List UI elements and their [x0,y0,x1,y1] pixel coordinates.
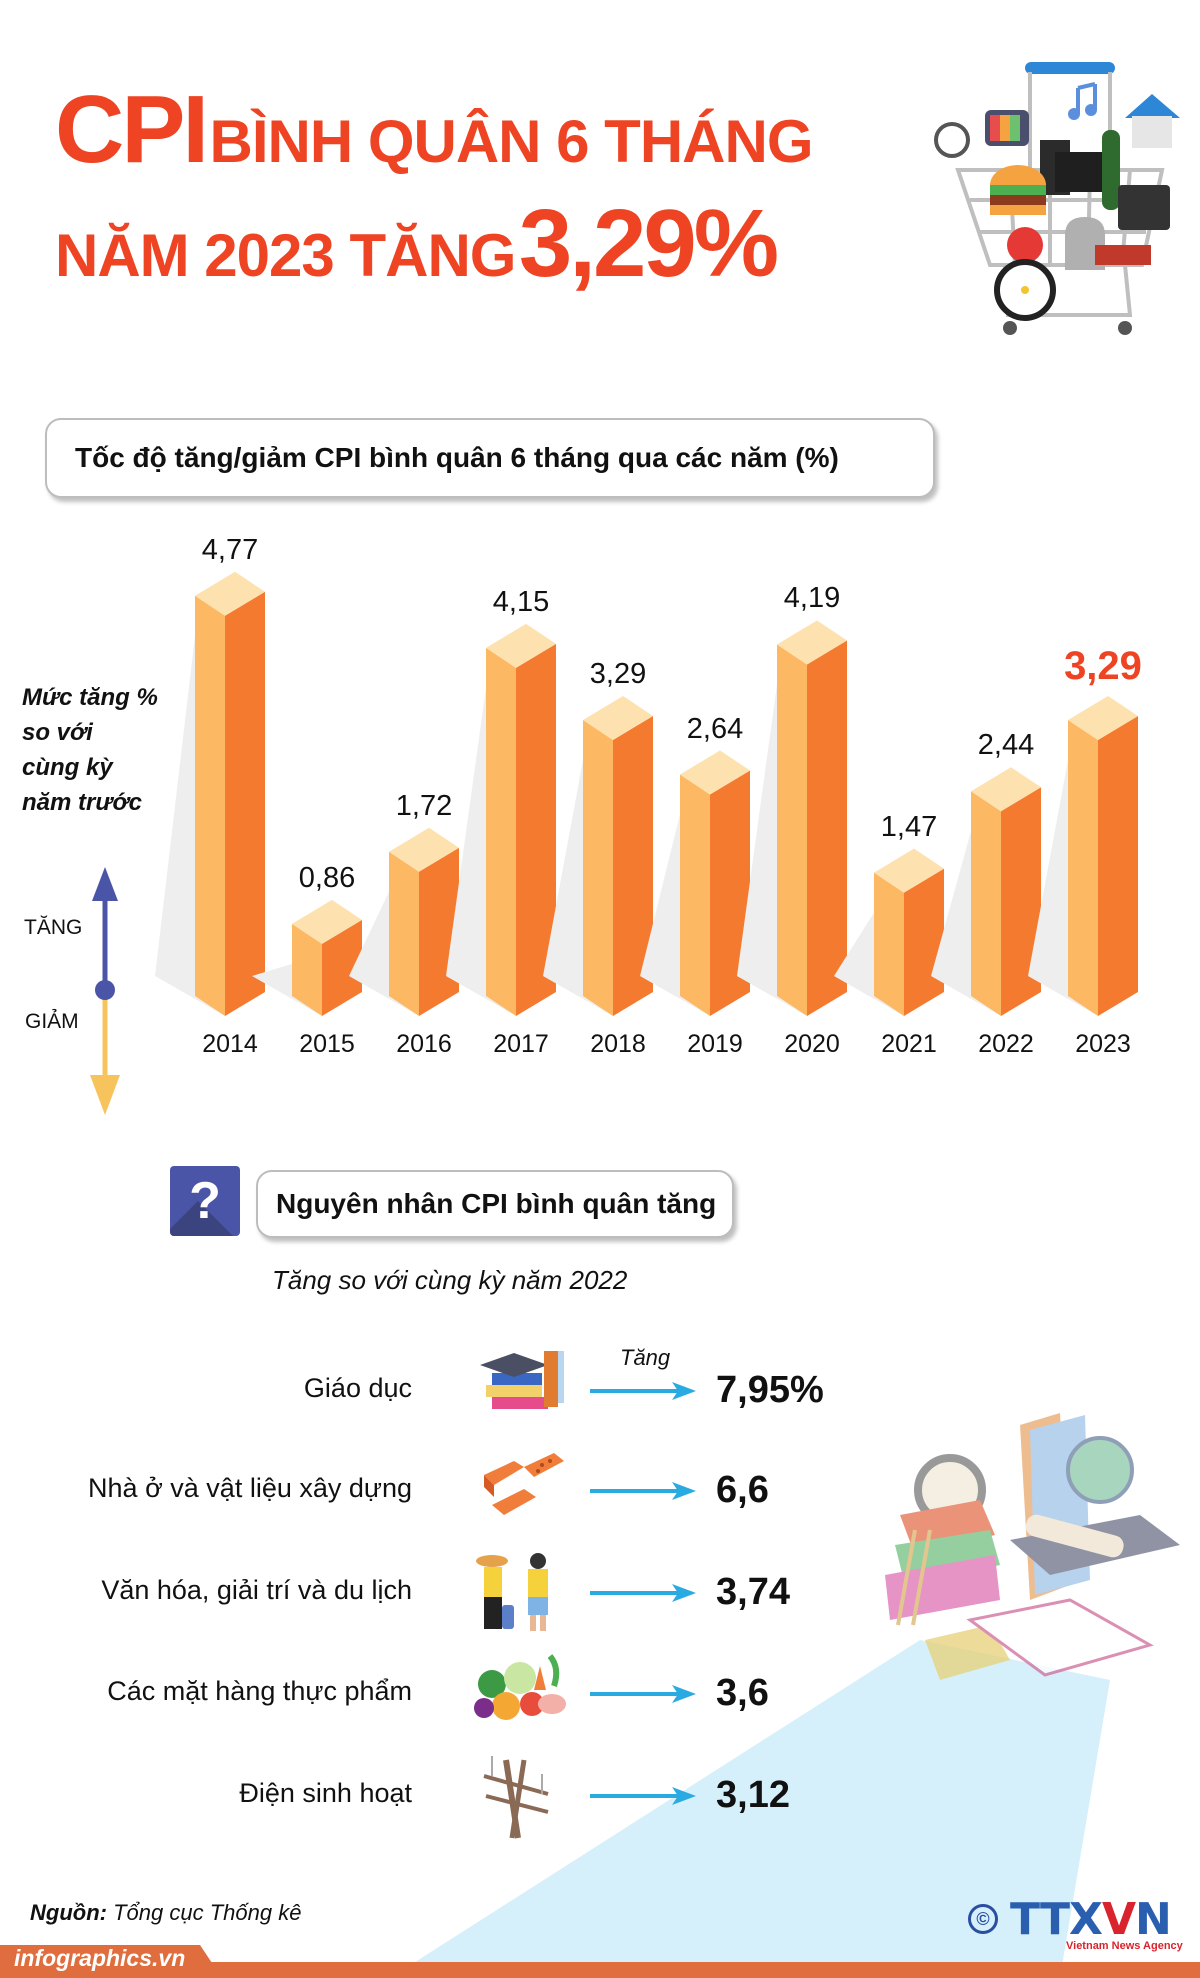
brand-tagline: Vietnam News Agency [1066,1940,1183,1952]
bar-2015 [252,899,362,1016]
cause-row: Giáo dục 7,95% Tăng [0,1345,900,1435]
cause-value: 6,6 [716,1469,769,1511]
bar-year-label: 2018 [590,1030,646,1058]
bar-chart [155,571,1138,1016]
tourists-icon [476,1553,548,1631]
arrow-label: Tăng [620,1345,671,1370]
bar-year-label: 2016 [396,1030,452,1058]
bar-value-label: 1,47 [880,810,938,843]
bar-2014 [155,571,265,1016]
cause-label: Giáo dục [303,1373,412,1403]
bar-2023 [1028,695,1138,1016]
bar-value-label: 2,64 [686,712,744,745]
bar-year-label: 2021 [881,1030,937,1058]
cause-value: 3,74 [716,1571,790,1613]
source-note: Nguồn: Tổng cục Thống kê [30,1900,301,1926]
legend-line: năm trước [22,789,142,816]
title-part1: BÌNH QUÂN 6 THÁNG [209,108,813,175]
bar-year-label: 2022 [978,1030,1034,1058]
shopping-cart-icon [934,62,1180,335]
bar-year-label: 2014 [202,1030,258,1058]
cause-value: 7,95% [716,1369,824,1411]
bar-2022 [931,767,1041,1016]
up-label: TĂNG [24,916,83,939]
site-link[interactable]: infographics.vn [14,1945,186,1971]
cause-label: Nhà ở và vật liệu xây dựng [88,1473,412,1503]
bar-year-label: 2023 [1075,1030,1131,1058]
bar-value-label: 4,19 [783,582,841,615]
cause-row: Các mặt hàng thực phẩm 3,6 [0,1648,900,1738]
causes-title-box: Nguyên nhân CPI bình quân tăng [256,1170,734,1238]
arrow-right-icon [590,1787,696,1805]
title-cpi: CPI [55,76,209,183]
education-illustration [885,1413,1180,1680]
source-label: Nguồn: [30,1900,107,1925]
bar-2018 [543,695,653,1016]
bar-year-label: 2020 [784,1030,840,1058]
education-books-icon [480,1351,564,1409]
causes-subtitle: Tăng so với cùng kỳ năm 2022 [272,1265,628,1295]
vegetables-icon [474,1654,566,1720]
arrow-right-icon [590,1584,696,1602]
causes-title: Nguyên nhân CPI bình quân tăng [276,1188,717,1219]
cause-label: Điện sinh hoạt [239,1778,412,1808]
bar-value-label: 3,29 [589,657,647,690]
bar-2016 [349,827,459,1016]
arrow-right-icon [590,1482,696,1500]
legend-line: so với [22,719,93,746]
bar-year-label: 2015 [299,1030,355,1058]
legend-line: Mức tăng % [22,684,158,711]
title-part2: NĂM 2023 TĂNG [55,222,516,289]
ttxvn-logo: © TTXVN Vietnam News Agency [968,1894,1193,1952]
up-down-arrow-icon [90,867,120,1115]
down-label: GIẢM [25,1010,79,1033]
cause-row: Văn hóa, giải trí và du lịch 3,74 [0,1547,900,1637]
bar-value-label: 0,86 [298,861,356,894]
cause-row: Điện sinh hoạt 3,12 [0,1750,900,1840]
bar-value-label: 4,77 [201,533,259,566]
bar-2020 [737,620,847,1016]
copyright-icon: © [968,1904,998,1934]
y-axis-legend: Mức tăng % so với cùng kỳ năm trước [22,680,158,820]
cause-label: Các mặt hàng thực phẩm [107,1676,412,1706]
power-pole-icon [483,1756,549,1839]
footer-band [0,1962,1200,1978]
title-value: 3,29% [518,190,779,297]
arrow-right-icon [590,1685,696,1703]
cause-value: 3,6 [716,1672,769,1714]
bar-year-label: 2019 [687,1030,743,1058]
bar-year-label: 2017 [493,1030,549,1058]
cause-value: 3,12 [716,1774,790,1816]
bar-2017 [446,623,556,1016]
chart-title-box: Tốc độ tăng/giảm CPI bình quân 6 tháng q… [45,418,935,498]
footer-tab [0,1945,222,1978]
bar-value-label: 4,15 [492,585,550,618]
bar-value-label: 2,44 [977,729,1035,762]
question-icon: ? [170,1166,240,1236]
bricks-icon [484,1453,564,1515]
bar-value-label: 1,72 [395,789,453,822]
cause-row: Nhà ở và vật liệu xây dựng 6,6 [0,1445,900,1535]
bar-value-label: 3,29 [1064,643,1142,688]
brand-name: TTXVN [1010,1894,1172,1945]
arrow-right-icon [590,1382,696,1400]
bar-2021 [834,848,944,1016]
page-title: CPI BÌNH QUÂN 6 THÁNG NĂM 2023 TĂNG 3,29… [55,82,814,292]
cause-label: Văn hóa, giải trí và du lịch [101,1575,412,1605]
legend-line: cùng kỳ [22,754,113,781]
source-value: Tổng cục Thống kê [113,1900,302,1925]
chart-title: Tốc độ tăng/giảm CPI bình quân 6 tháng q… [75,442,839,473]
